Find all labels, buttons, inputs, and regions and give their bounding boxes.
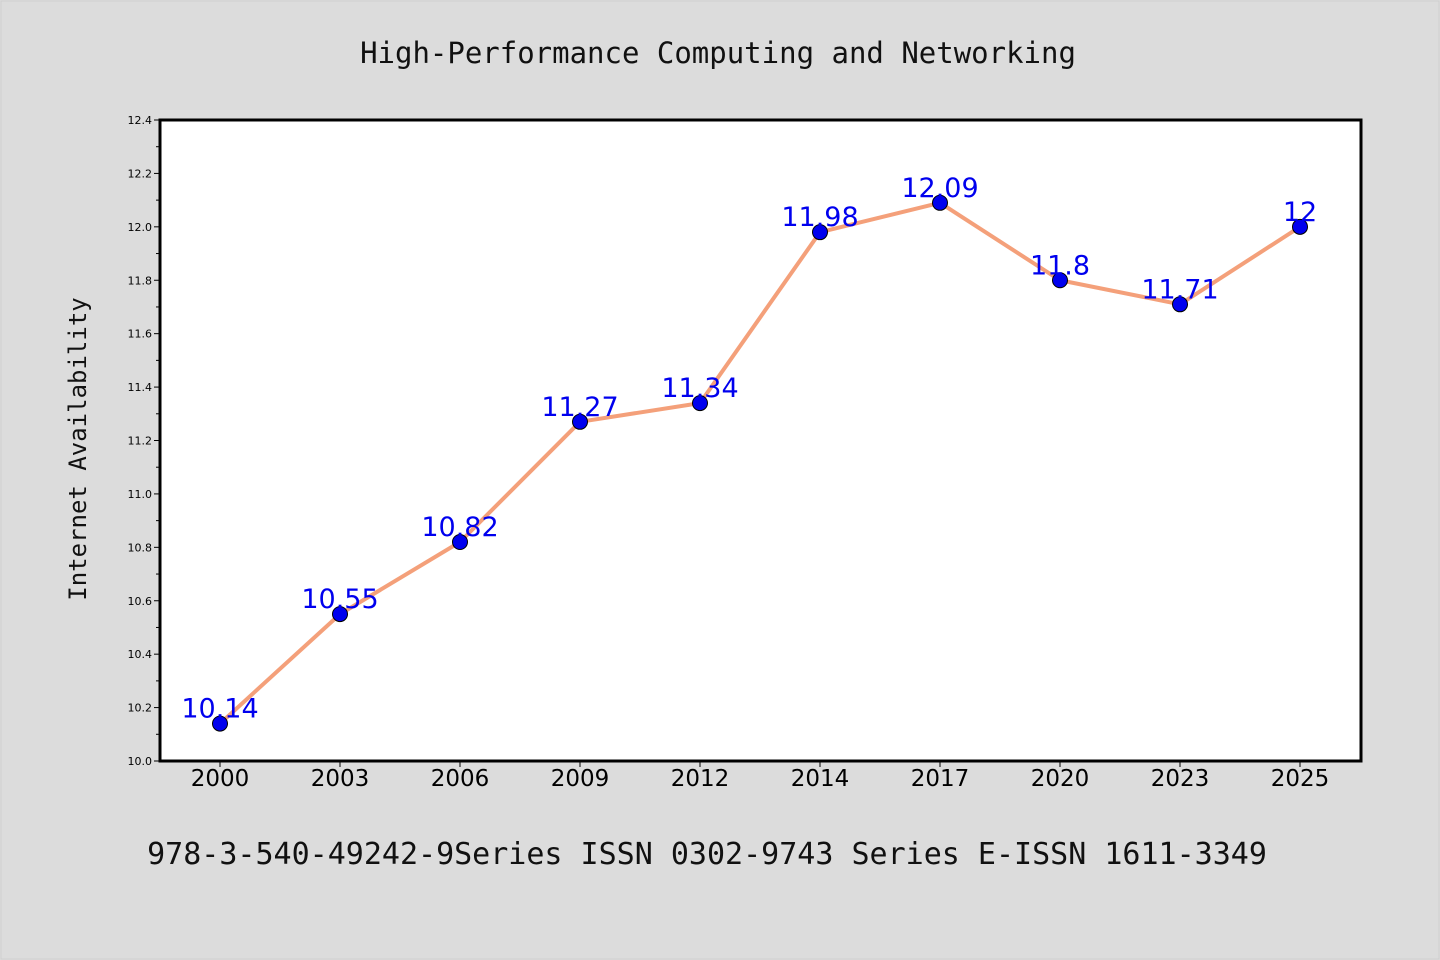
chart-title: High-Performance Computing and Networkin… — [360, 36, 1076, 70]
data-label: 11.8 — [1030, 250, 1090, 281]
markers-group — [212, 194, 1308, 732]
data-point-marker — [932, 194, 948, 211]
data-label: 10.55 — [301, 584, 378, 615]
data-labels-group: 10.14 10.55 10.82 11.27 11.34 11.98 12.09 11.8 1… — [181, 173, 1317, 725]
y-tick-label: 11.2 — [128, 435, 153, 448]
data-label: 11.34 — [661, 373, 738, 404]
data-label: 10.82 — [421, 512, 498, 543]
data-point-marker — [1292, 218, 1308, 235]
y-axis-label: Internet Availability — [64, 297, 92, 600]
y-tick-label: 11.0 — [128, 488, 153, 501]
x-tick-label: 2023 — [1151, 766, 1210, 792]
plot-area — [158, 118, 1363, 763]
data-point-marker — [212, 715, 228, 732]
y-axis: 10.0 10.2 10.4 10.6 10.8 11.0 11.2 11.4 11.6 11.8… — [128, 114, 160, 768]
y-tick-label: 10.4 — [128, 648, 153, 661]
x-tick-label: 2025 — [1271, 766, 1330, 792]
x-tick-label: 2012 — [671, 766, 730, 792]
y-tick-label: 11.8 — [128, 274, 153, 287]
y-tick-label: 12.2 — [128, 167, 153, 180]
data-label: 11.98 — [781, 202, 858, 233]
data-label: 12.09 — [901, 173, 978, 204]
data-point-marker — [332, 606, 348, 623]
y-tick-label: 11.6 — [128, 328, 153, 341]
y-tick-label: 10.2 — [128, 702, 153, 715]
data-point-marker — [452, 533, 468, 550]
footer-text: 978-3-540-49242-9Series ISSN 0302-9743 S… — [147, 837, 1267, 872]
x-tick-label: 2014 — [791, 766, 850, 792]
data-point-marker — [812, 224, 828, 241]
x-tick-label: 2003 — [311, 766, 370, 792]
y-tick-label: 12.0 — [128, 221, 153, 234]
y-tick-label: 11.4 — [128, 381, 153, 394]
x-tick-label: 2017 — [911, 766, 970, 792]
series-line — [218, 200, 1302, 726]
y-tick-label: 10.8 — [128, 541, 153, 554]
data-label: 12 — [1283, 197, 1317, 228]
data-label: 11.27 — [541, 392, 618, 423]
x-tick-label: 2000 — [191, 766, 250, 792]
y-tick-label: 10.0 — [128, 755, 153, 768]
data-point-marker — [572, 413, 588, 430]
x-axis: 2000 2003 2006 2009 2012 2014 2017 2020 2023 2025 — [191, 761, 1330, 792]
series-line-group — [218, 200, 1302, 726]
y-tick-label: 12.4 — [128, 114, 153, 127]
data-label: 11.71 — [1141, 274, 1218, 305]
data-point-marker — [692, 395, 708, 412]
x-tick-label: 2006 — [431, 766, 490, 792]
data-point-marker — [1052, 272, 1068, 289]
x-tick-label: 2009 — [551, 766, 610, 792]
y-tick-label: 10.6 — [128, 595, 153, 608]
data-point-marker — [1172, 296, 1188, 313]
data-label: 10.14 — [181, 694, 258, 725]
x-tick-label: 2020 — [1031, 766, 1090, 792]
